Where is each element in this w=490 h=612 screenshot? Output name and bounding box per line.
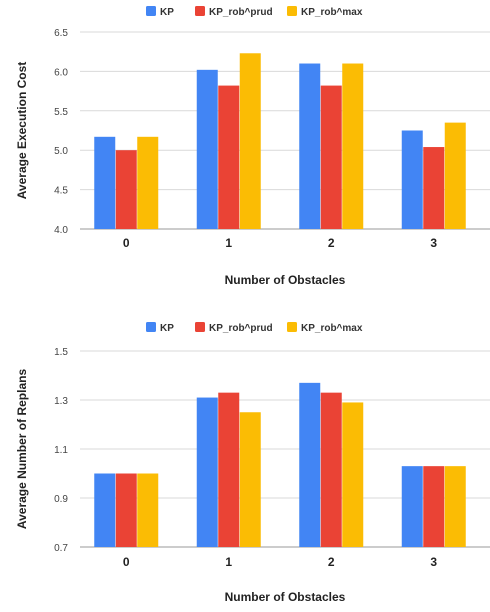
x-tick-label: 0 bbox=[123, 555, 130, 569]
legend-swatch bbox=[146, 6, 156, 16]
bar bbox=[401, 130, 423, 229]
x-tick-label: 1 bbox=[225, 555, 232, 569]
bar bbox=[444, 122, 466, 229]
replans-chart: 0.7 0.9 1.1 1.3 1.5 0 1 2 3 KP KP_rob^prud KP_rob^m… bbox=[0, 308, 490, 607]
legend-label: KP_rob^prud bbox=[209, 323, 273, 334]
y-tick-label: 4.0 bbox=[54, 225, 68, 236]
y-axis-title: Average Number of Replans bbox=[15, 369, 29, 530]
legend-label: KP_rob^max bbox=[301, 7, 363, 18]
bar bbox=[342, 63, 364, 229]
legend-swatch bbox=[195, 6, 205, 16]
bar bbox=[115, 473, 137, 547]
y-tick-label: 6.5 bbox=[54, 28, 68, 39]
bar bbox=[94, 136, 116, 229]
y-tick-label: 0.7 bbox=[54, 543, 68, 554]
y-axis-title: Average Execution Cost bbox=[15, 62, 29, 200]
legend-swatch bbox=[195, 322, 205, 332]
bar bbox=[239, 53, 261, 229]
y-tick-label: 5.5 bbox=[54, 107, 68, 118]
bar bbox=[239, 412, 261, 547]
x-tick-label: 3 bbox=[430, 555, 437, 569]
bar bbox=[218, 392, 240, 547]
y-tick-label: 4.5 bbox=[54, 186, 68, 197]
x-tick-label: 1 bbox=[225, 236, 232, 250]
y-tick-label: 1.1 bbox=[54, 445, 68, 456]
legend-label: KP_rob^max bbox=[301, 323, 363, 334]
x-tick-label: 3 bbox=[430, 236, 437, 250]
x-tick-label: 2 bbox=[328, 555, 335, 569]
bar bbox=[137, 473, 159, 547]
execution-cost-chart-svg: 4.0 4.5 5.0 5.5 6.0 6.5 0 1 2 3 KP KP_rob^prud KP_ro… bbox=[15, 6, 490, 287]
y-tick-label: 1.3 bbox=[54, 396, 68, 407]
bar bbox=[218, 85, 240, 229]
x-axis-title: Number of Obstacles bbox=[225, 590, 346, 604]
bar bbox=[342, 402, 364, 547]
legend-swatch bbox=[146, 322, 156, 332]
x-axis-title: Number of Obstacles bbox=[225, 273, 346, 287]
bar bbox=[444, 466, 466, 547]
legend-label: KP bbox=[160, 7, 174, 18]
bar bbox=[196, 69, 218, 229]
bar bbox=[320, 392, 342, 547]
bar bbox=[423, 147, 445, 229]
execution-cost-chart: 4.0 4.5 5.0 5.5 6.0 6.5 0 1 2 3 KP KP_rob^prud KP_ro… bbox=[0, 0, 490, 300]
bar bbox=[401, 466, 423, 547]
bar bbox=[196, 397, 218, 547]
legend-label: KP bbox=[160, 323, 174, 334]
replans-chart-svg: 0.7 0.9 1.1 1.3 1.5 0 1 2 3 KP KP_rob^prud KP_rob^m… bbox=[15, 322, 490, 604]
bar bbox=[299, 382, 321, 547]
x-tick-label: 2 bbox=[328, 236, 335, 250]
legend-swatch bbox=[287, 6, 297, 16]
y-tick-label: 1.5 bbox=[54, 347, 68, 358]
legend-label: KP_rob^prud bbox=[209, 7, 273, 18]
bar bbox=[320, 85, 342, 229]
bar bbox=[423, 466, 445, 547]
bar bbox=[94, 473, 116, 547]
y-tick-label: 6.0 bbox=[54, 67, 68, 78]
y-tick-label: 5.0 bbox=[54, 146, 68, 157]
legend-swatch bbox=[287, 322, 297, 332]
y-tick-label: 0.9 bbox=[54, 494, 68, 505]
bar bbox=[115, 150, 137, 229]
bar bbox=[299, 63, 321, 229]
x-tick-label: 0 bbox=[123, 236, 130, 250]
bar bbox=[137, 136, 159, 229]
